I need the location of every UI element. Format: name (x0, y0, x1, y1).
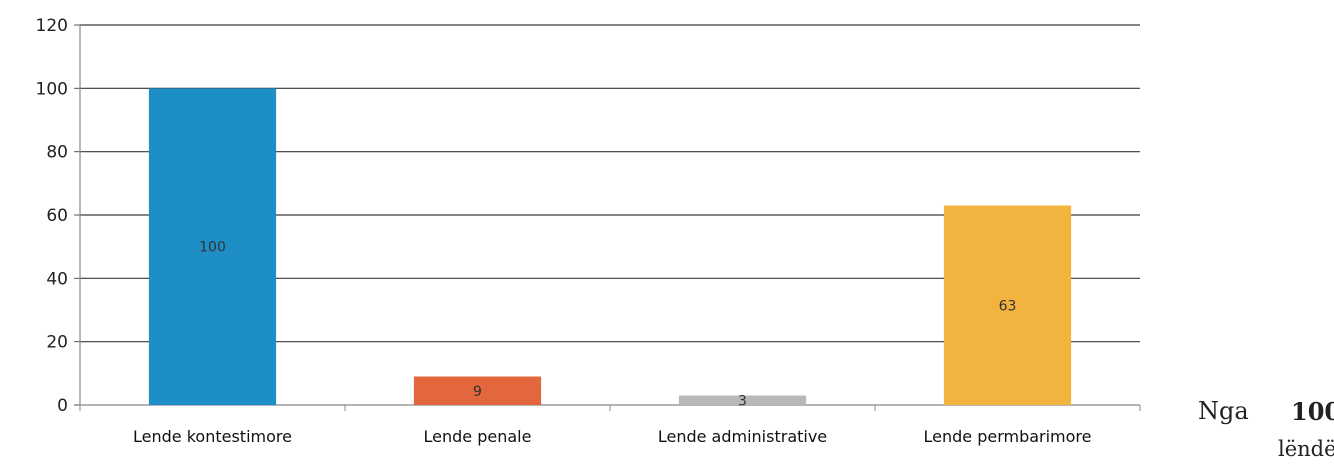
x-category-label: Lende penale (424, 427, 532, 446)
y-tick-label: 80 (46, 143, 68, 163)
data-label: 3 (738, 393, 747, 409)
y-tick-label: 100 (36, 79, 68, 99)
bar (413, 376, 542, 405)
side-note-prefix: Nga (1198, 397, 1249, 425)
x-category-label: Lende permbarimore (923, 427, 1091, 446)
y-tick-label: 120 (36, 16, 68, 36)
side-note-unit: lëndë (1278, 437, 1334, 461)
y-tick-label: 0 (57, 396, 68, 416)
side-note-count: 100 (1291, 397, 1334, 426)
y-tick-label: 60 (46, 206, 68, 226)
x-category-label: Lende administrative (658, 427, 827, 446)
bar (678, 395, 807, 405)
y-tick-label: 40 (46, 269, 68, 289)
data-label: 100 (199, 240, 226, 256)
y-tick-label: 20 (46, 333, 68, 353)
data-label: 9 (473, 384, 482, 400)
bar (148, 88, 277, 405)
x-category-label: Lende kontestimore (133, 427, 292, 446)
bar (943, 205, 1072, 405)
data-label: 63 (999, 298, 1017, 314)
